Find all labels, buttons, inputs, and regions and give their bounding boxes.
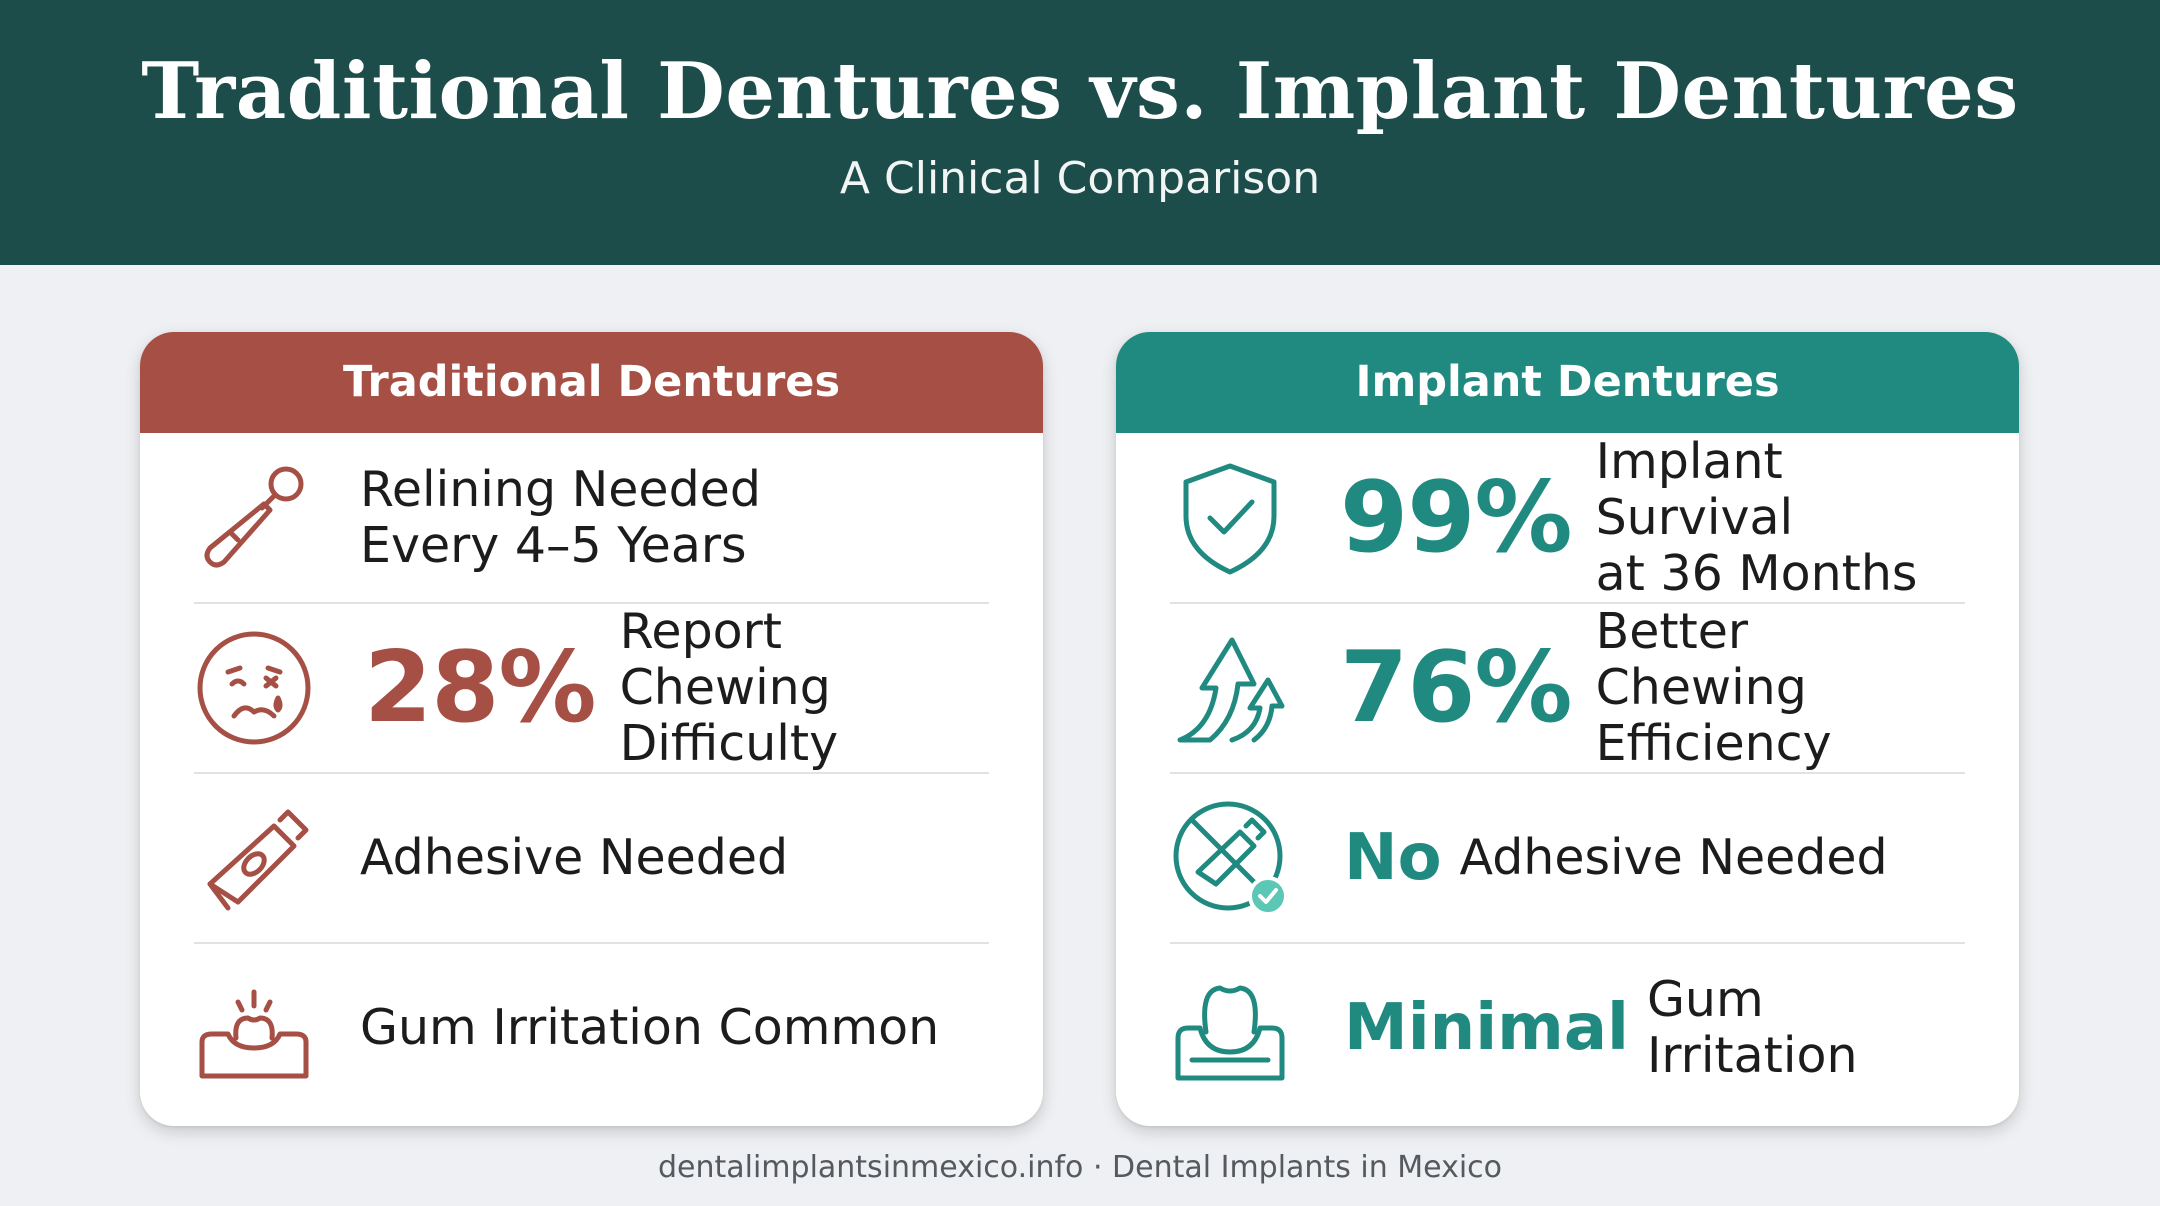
- survival-line1: Implant Survival: [1595, 433, 1794, 546]
- traditional-card-heading: Traditional Dentures: [140, 332, 1043, 433]
- gum-line1: Gum Irritation Common: [360, 999, 940, 1056]
- implant-row-gum-text: Gum Irritation: [1647, 972, 1965, 1084]
- traditional-row-adhesive: Adhesive Needed: [194, 773, 989, 943]
- implant-row-survival-text: Implant Survival at 36 Months: [1596, 434, 1965, 602]
- no-adhesive-icon: [1170, 798, 1290, 918]
- traditional-row-chewing-text: Report Chewing Difficulty: [620, 604, 989, 772]
- divider: [1170, 602, 1965, 604]
- implant-adhesive-lead: No: [1344, 821, 1442, 895]
- adhesive-line1: Adhesive Needed: [360, 829, 789, 886]
- adhesive-tube-icon: [194, 798, 314, 918]
- healthy-gum-icon: [1170, 968, 1290, 1088]
- implant-dentures-card: Implant Dentures 99% Implant Survival at…: [1116, 332, 2019, 1126]
- survival-line2: at 36 Months: [1595, 545, 1918, 602]
- traditional-row-relining-text: Relining Needed Every 4–5 Years: [360, 462, 761, 574]
- implant-gum-lead: Minimal: [1344, 991, 1629, 1065]
- traditional-row-chewing: 28% Report Chewing Difficulty: [194, 603, 989, 773]
- efficiency-line1: Better Chewing: [1595, 603, 1807, 716]
- implant-survival-stat: 99%: [1340, 461, 1573, 575]
- implant-row-adhesive-text: Adhesive Needed: [1460, 830, 1888, 886]
- no-adhesive-line1: Adhesive Needed: [1459, 829, 1888, 886]
- traditional-row-gum-text: Gum Irritation Common: [360, 1000, 939, 1056]
- dental-mirror-icon: [194, 458, 314, 578]
- efficiency-line2: Efficiency: [1595, 715, 1832, 772]
- implant-row-adhesive: No Adhesive Needed: [1170, 773, 1965, 943]
- chewing-line2: Difficulty: [619, 715, 839, 772]
- implant-card-heading: Implant Dentures: [1116, 332, 2019, 433]
- implant-chewing-stat: 76%: [1340, 631, 1573, 745]
- shield-check-icon: [1170, 458, 1290, 578]
- traditional-row-gum: Gum Irritation Common: [194, 943, 989, 1113]
- divider: [194, 772, 989, 774]
- implant-row-gum: Minimal Gum Irritation: [1170, 943, 1965, 1113]
- divider: [194, 602, 989, 604]
- traditional-dentures-card: Traditional Dentures Relining Needed Eve…: [140, 332, 1043, 1126]
- page-title: Traditional Dentures vs. Implant Denture…: [141, 46, 2019, 137]
- page-subtitle: A Clinical Comparison: [839, 153, 1321, 204]
- footer-source: dentalimplantsinmexico.info · Dental Imp…: [657, 1150, 1503, 1185]
- irritated-gum-icon: [194, 968, 314, 1088]
- implant-row-chewing: 76% Better Chewing Efficiency: [1170, 603, 1965, 773]
- header-banner: Traditional Dentures vs. Implant Denture…: [0, 0, 2160, 265]
- minimal-gum-line1: Gum Irritation: [1646, 971, 1858, 1084]
- relining-line1: Relining Needed: [360, 461, 761, 518]
- divider: [194, 942, 989, 944]
- sad-face-icon: [194, 628, 314, 748]
- relining-line2: Every 4–5 Years: [360, 517, 747, 574]
- traditional-row-relining: Relining Needed Every 4–5 Years: [194, 433, 989, 603]
- divider: [1170, 772, 1965, 774]
- up-arrows-icon: [1170, 628, 1290, 748]
- traditional-chewing-stat: 28%: [364, 631, 597, 745]
- chewing-line1: Report Chewing: [619, 603, 831, 716]
- implant-row-chewing-text: Better Chewing Efficiency: [1596, 604, 1965, 772]
- divider: [1170, 942, 1965, 944]
- implant-row-survival: 99% Implant Survival at 36 Months: [1170, 433, 1965, 603]
- traditional-row-adhesive-text: Adhesive Needed: [360, 830, 788, 886]
